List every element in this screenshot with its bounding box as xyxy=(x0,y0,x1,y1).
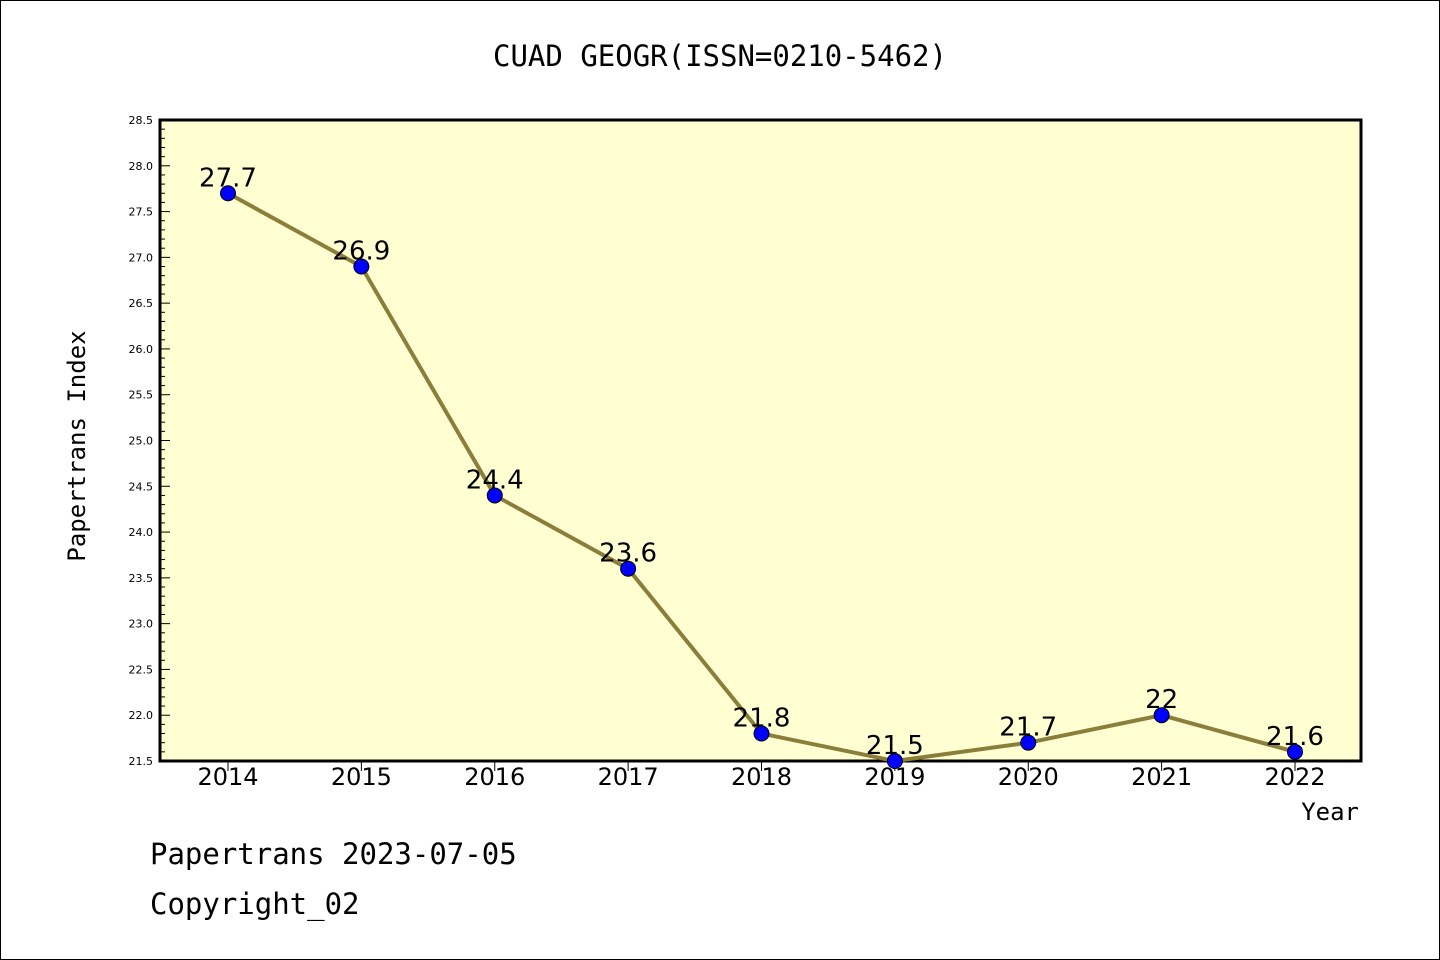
x-tick-label: 2018 xyxy=(731,763,792,791)
data-label: 21.8 xyxy=(733,704,791,734)
data-label: 21.7 xyxy=(999,713,1057,743)
x-axis: 2014 2015 2016 2017 2018 2019 2020 2021 2022 xyxy=(197,761,1326,791)
y-tick-label: 27.5 xyxy=(129,206,154,219)
y-tick-label: 24.5 xyxy=(129,480,154,493)
data-labels: 27.7 26.9 24.4 23.6 21.8 21.5 21.7 22 21.6 xyxy=(199,163,1324,761)
y-axis: 21.5 22.0 22.5 23.0 23.5 24.0 24.5 25.0 25.5 26.0… xyxy=(129,114,170,768)
y-tick-label: 21.5 xyxy=(129,755,154,768)
y-tick-label: 26.5 xyxy=(129,297,154,310)
plot-area xyxy=(158,118,1363,763)
y-tick-label: 23.0 xyxy=(129,618,154,631)
data-point xyxy=(753,725,770,742)
data-point xyxy=(1153,707,1170,724)
y-tick-label: 22.5 xyxy=(129,663,154,676)
y-tick-label: 24.0 xyxy=(129,526,154,539)
data-point xyxy=(886,753,903,769)
data-point xyxy=(1287,743,1303,760)
y-axis-title: Papertrans Index xyxy=(63,330,91,561)
x-tick-label: 2022 xyxy=(1264,763,1325,791)
x-tick-label: 2021 xyxy=(1131,763,1192,791)
data-point xyxy=(620,560,637,577)
y-tick-label: 22.0 xyxy=(129,709,154,722)
x-tick-label: 2017 xyxy=(598,763,659,791)
series-markers xyxy=(220,185,1303,769)
x-tick-label: 2015 xyxy=(331,763,392,791)
chart-title: CUAD GEOGR(ISSN=0210-5462) xyxy=(493,39,947,73)
y-tick-label: 26.0 xyxy=(129,343,154,356)
y-tick-label: 28.5 xyxy=(129,114,154,127)
data-label: 24.4 xyxy=(466,465,524,495)
data-label: 27.7 xyxy=(199,163,257,193)
data-point xyxy=(353,258,370,275)
y-tick-label: 23.5 xyxy=(129,572,154,585)
data-point xyxy=(486,487,503,504)
data-label: 23.6 xyxy=(599,539,657,569)
data-label: 22 xyxy=(1145,685,1178,715)
data-label: 21.5 xyxy=(866,731,924,761)
y-tick-label: 25.5 xyxy=(129,389,154,402)
footer-copyright: Copyright_02 xyxy=(150,887,360,922)
data-point xyxy=(220,185,236,202)
y-tick-label: 25.0 xyxy=(129,435,154,448)
y-tick-label: 28.0 xyxy=(129,160,154,173)
data-label: 26.9 xyxy=(332,237,390,267)
x-tick-label: 2020 xyxy=(998,763,1059,791)
x-tick-label: 2016 xyxy=(464,763,525,791)
x-tick-label: 2014 xyxy=(197,763,258,791)
y-tick-label: 27.0 xyxy=(129,251,154,264)
data-point xyxy=(1020,734,1037,751)
data-label: 21.6 xyxy=(1266,722,1324,752)
footer-date: Papertrans 2023-07-05 xyxy=(150,837,517,871)
x-axis-title: Year xyxy=(1301,798,1359,826)
